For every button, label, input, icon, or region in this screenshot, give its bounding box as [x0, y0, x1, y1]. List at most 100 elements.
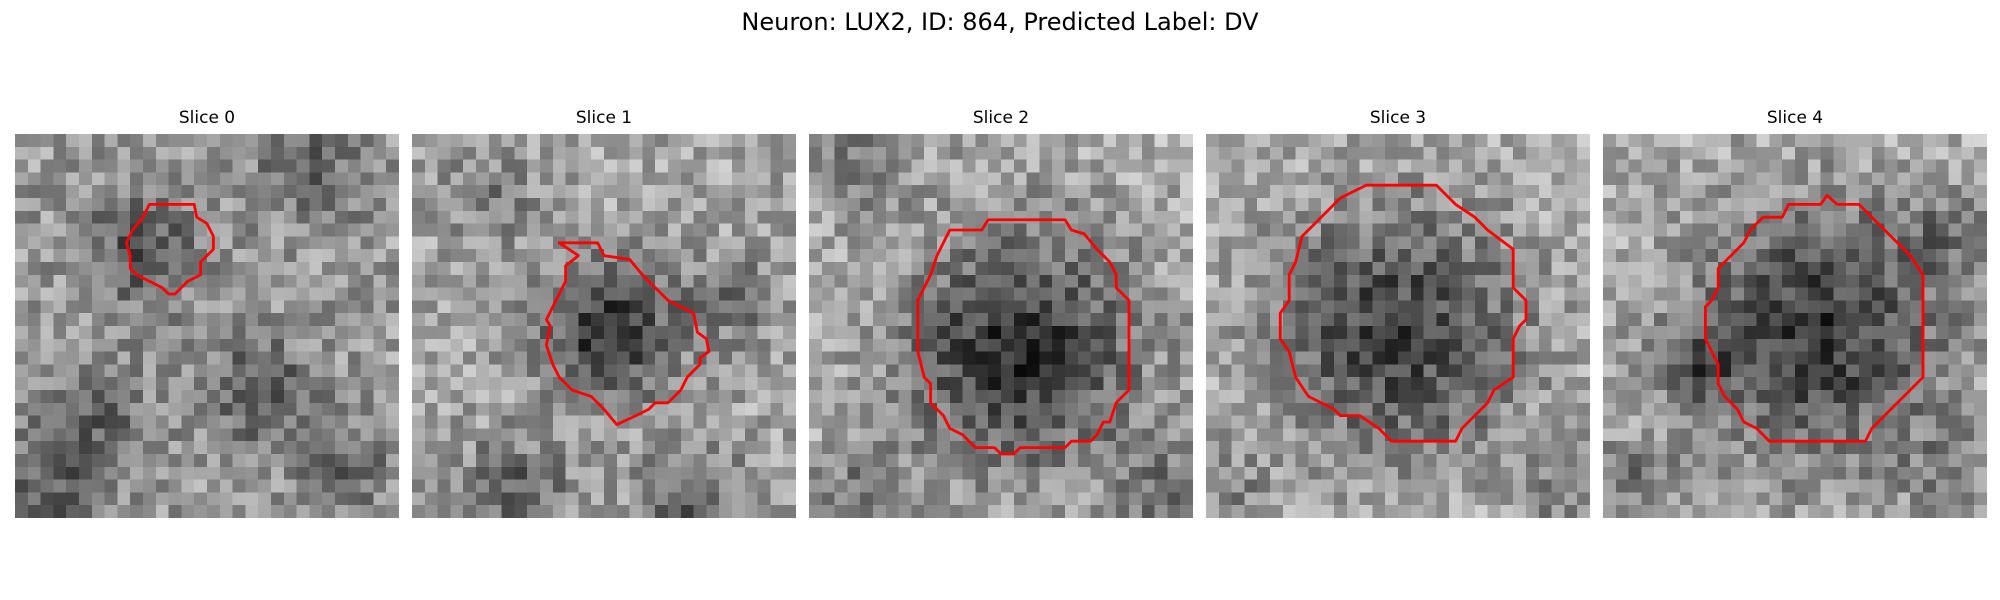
- image-pixel: [1923, 466, 1937, 480]
- image-pixel: [143, 236, 157, 250]
- image-pixel: [1398, 223, 1412, 237]
- image-pixel: [1743, 492, 1757, 506]
- image-pixel: [1871, 326, 1885, 340]
- image-pixel: [1513, 274, 1527, 288]
- image-pixel: [1884, 172, 1898, 186]
- image-pixel: [412, 287, 426, 301]
- image-pixel: [1129, 377, 1143, 391]
- image-pixel: [1641, 172, 1655, 186]
- image-pixel: [1551, 236, 1565, 250]
- image-pixel: [1795, 223, 1809, 237]
- image-pixel: [719, 300, 733, 314]
- image-pixel: [1538, 428, 1552, 442]
- image-pixel: [1603, 326, 1617, 340]
- image-pixel: [1244, 402, 1258, 416]
- image-pixel: [1974, 390, 1987, 404]
- image-pixel: [1052, 198, 1066, 212]
- image-pixel: [1526, 377, 1540, 391]
- image-pixel: [885, 223, 899, 237]
- image-pixel: [642, 313, 656, 327]
- image-pixel: [578, 262, 592, 276]
- image-pixel: [360, 274, 374, 288]
- image-pixel: [386, 377, 399, 391]
- image-pixel: [1961, 428, 1975, 442]
- image-pixel: [847, 262, 861, 276]
- image-pixel: [552, 402, 566, 416]
- image-pixel: [1244, 274, 1258, 288]
- panel-title: Slice 1: [575, 108, 633, 128]
- image-pixel: [1154, 274, 1168, 288]
- image-pixel: [885, 313, 899, 327]
- image-pixel: [1180, 505, 1193, 518]
- image-pixel: [437, 185, 451, 199]
- image-pixel: [1141, 415, 1155, 429]
- image-pixel: [1385, 223, 1399, 237]
- image-pixel: [1974, 159, 1987, 173]
- image-pixel: [207, 185, 221, 199]
- image-pixel: [79, 402, 93, 416]
- image-pixel: [668, 364, 682, 378]
- image-pixel: [1321, 287, 1335, 301]
- image-pixel: [1103, 198, 1117, 212]
- image-pixel: [1474, 300, 1488, 314]
- image-pixel: [732, 377, 746, 391]
- image-pixel: [245, 338, 259, 352]
- image-pixel: [1013, 313, 1027, 327]
- image-pixel: [194, 326, 208, 340]
- image-pixel: [463, 185, 477, 199]
- image-pixel: [988, 402, 1002, 416]
- image-pixel: [373, 377, 387, 391]
- image-pixel: [1679, 223, 1693, 237]
- image-pixel: [1807, 338, 1821, 352]
- image-pixel: [1935, 441, 1949, 455]
- image-pixel: [1974, 492, 1987, 506]
- image-pixel: [207, 351, 221, 365]
- image-pixel: [1282, 185, 1296, 199]
- image-pixel: [988, 185, 1002, 199]
- image-pixel: [1961, 505, 1975, 518]
- image-pixel: [1795, 210, 1809, 224]
- image-pixel: [360, 185, 374, 199]
- image-pixel: [1961, 364, 1975, 378]
- image-pixel: [1731, 249, 1745, 263]
- image-pixel: [1718, 326, 1732, 340]
- image-pixel: [1282, 210, 1296, 224]
- image-pixel: [1910, 364, 1924, 378]
- image-pixel: [770, 198, 784, 212]
- image-pixel: [1334, 377, 1348, 391]
- image-pixel: [1385, 402, 1399, 416]
- image-pixel: [642, 198, 656, 212]
- image-pixel: [1359, 198, 1373, 212]
- image-pixel: [360, 159, 374, 173]
- image-pixel: [949, 415, 963, 429]
- image-pixel: [1718, 146, 1732, 160]
- image-pixel: [757, 210, 771, 224]
- image-pixel: [322, 236, 336, 250]
- image-pixel: [1244, 198, 1258, 212]
- image-pixel: [885, 466, 899, 480]
- image-pixel: [1167, 185, 1181, 199]
- image-pixel: [1769, 377, 1783, 391]
- image-pixel: [219, 300, 233, 314]
- image-pixel: [1334, 313, 1348, 327]
- image-pixel: [1743, 466, 1757, 480]
- image-pixel: [207, 146, 221, 160]
- image-pixel: [1282, 326, 1296, 340]
- image-pixel: [1500, 313, 1514, 327]
- image-pixel: [1295, 134, 1309, 148]
- image-pixel: [514, 505, 528, 518]
- image-pixel: [347, 505, 361, 518]
- image-pixel: [1679, 505, 1693, 518]
- image-pixel: [1295, 274, 1309, 288]
- image-pixel: [988, 338, 1002, 352]
- image-pixel: [898, 198, 912, 212]
- image-pixel: [1308, 198, 1322, 212]
- image-pixel: [1039, 364, 1053, 378]
- image-pixel: [1295, 326, 1309, 340]
- image-pixel: [1077, 479, 1091, 493]
- image-pixel: [514, 454, 528, 468]
- image-pixel: [1897, 351, 1911, 365]
- image-pixel: [1270, 441, 1284, 455]
- image-pixel: [847, 249, 861, 263]
- image-pixel: [1206, 466, 1220, 480]
